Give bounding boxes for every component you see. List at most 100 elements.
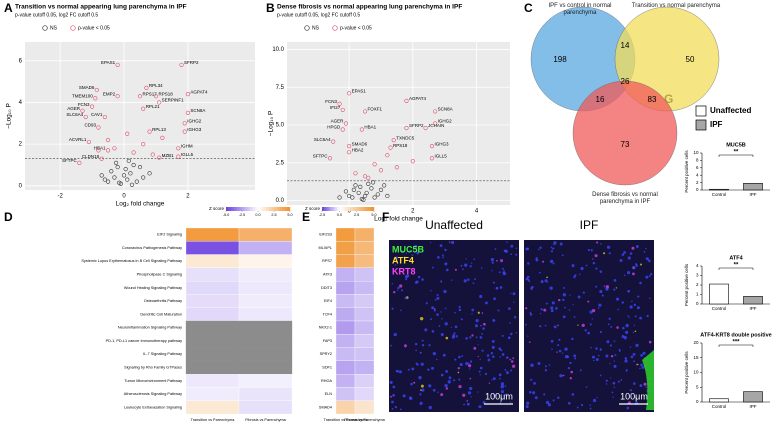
venn-set-label: Transition vs normal parenchyma bbox=[631, 3, 721, 9]
data-point bbox=[125, 131, 130, 136]
cell-nucleus bbox=[434, 299, 437, 301]
cell-nucleus bbox=[440, 373, 444, 377]
heatmap-cell bbox=[335, 227, 356, 242]
cell-nucleus bbox=[610, 325, 613, 328]
cell-nucleus bbox=[479, 366, 483, 370]
heatmap-cell bbox=[354, 347, 375, 362]
cell-nucleus bbox=[437, 256, 440, 259]
cell-nucleus bbox=[558, 349, 562, 353]
cell-nucleus bbox=[569, 361, 572, 365]
cell-nucleus bbox=[486, 354, 490, 357]
heatmap-cell bbox=[335, 241, 356, 255]
cell-nucleus bbox=[405, 278, 408, 281]
cell-nucleus bbox=[419, 351, 422, 354]
cell-nucleus bbox=[632, 267, 635, 269]
cell-nucleus bbox=[466, 400, 469, 402]
cell-nucleus bbox=[508, 307, 511, 311]
heatmap-cell bbox=[354, 254, 375, 269]
cell-nucleus bbox=[640, 363, 643, 367]
gene-label: RPS17 bbox=[143, 91, 158, 96]
cell-nucleus bbox=[640, 354, 644, 357]
data-point bbox=[141, 175, 146, 180]
data-point bbox=[80, 108, 85, 113]
cell-nucleus bbox=[627, 256, 631, 260]
cell-nucleus bbox=[613, 360, 615, 362]
y-tick-label: 8 bbox=[696, 158, 699, 163]
data-point bbox=[364, 190, 369, 196]
row-label: Coronavirus Pathogenesis Pathway bbox=[122, 246, 182, 250]
cell-nucleus bbox=[509, 401, 512, 404]
data-point bbox=[147, 129, 152, 134]
cell-nucleus bbox=[419, 401, 423, 406]
y-tick-label: 0 bbox=[696, 301, 699, 306]
cell-nucleus bbox=[550, 339, 554, 343]
cell-nucleus bbox=[470, 262, 473, 264]
gene-label: TMEM100 bbox=[72, 93, 93, 98]
colorbar-step bbox=[282, 207, 285, 211]
colorbar-step bbox=[274, 207, 277, 211]
row-label: Osteoarthritis Pathway bbox=[144, 299, 182, 303]
legend-swatch bbox=[695, 119, 707, 131]
gene-label: JCHAIN bbox=[428, 123, 444, 128]
cell-nucleus bbox=[596, 241, 599, 244]
cell-nucleus bbox=[515, 253, 518, 256]
cell-nucleus bbox=[624, 359, 628, 363]
heatmap-cell bbox=[238, 347, 293, 362]
heatmap-cell bbox=[335, 280, 356, 295]
cell-nucleus bbox=[410, 382, 413, 386]
cell-nucleus bbox=[525, 307, 528, 310]
heatmap-cell bbox=[354, 373, 375, 388]
cell-nucleus bbox=[420, 384, 424, 388]
colorbar-step bbox=[330, 207, 334, 211]
cell-nucleus bbox=[637, 364, 639, 366]
legend-label: p-value < 0.05 bbox=[78, 25, 110, 31]
colorbar-step bbox=[260, 207, 264, 211]
bar bbox=[709, 188, 729, 191]
legend-label: IPF bbox=[710, 120, 723, 129]
cell-nucleus bbox=[553, 325, 557, 329]
y-tick-label: 1 bbox=[696, 292, 699, 297]
data-point bbox=[83, 114, 88, 120]
cell-nucleus bbox=[471, 334, 474, 337]
x-axis-label: Log₂ fold change bbox=[374, 216, 423, 223]
cell-nucleus bbox=[427, 368, 430, 371]
heatmap-cell bbox=[335, 334, 356, 348]
data-point bbox=[429, 156, 435, 161]
heatmap-cell bbox=[354, 241, 375, 255]
y-tick-label: 0.0 bbox=[276, 198, 285, 204]
heatmap-cell bbox=[185, 400, 240, 415]
cell-nucleus bbox=[512, 357, 515, 360]
colorbar-step bbox=[279, 207, 283, 211]
panel-letter: C bbox=[524, 1, 533, 15]
cell-nucleus bbox=[572, 304, 574, 306]
cell-nucleus bbox=[473, 346, 477, 350]
cell-nucleus bbox=[444, 383, 448, 388]
significance-label: *** bbox=[732, 340, 740, 346]
cell-nucleus bbox=[477, 391, 479, 393]
cell-nucleus bbox=[467, 278, 470, 282]
cell-nucleus bbox=[472, 282, 475, 284]
heatmap-cell bbox=[238, 241, 293, 255]
cell-nucleus bbox=[634, 330, 637, 332]
cell-nucleus bbox=[391, 408, 394, 410]
cell-nucleus bbox=[515, 247, 518, 250]
cell-nucleus bbox=[394, 406, 398, 409]
cell-nucleus bbox=[421, 278, 424, 281]
cell-nucleus bbox=[580, 404, 584, 407]
cell-nucleus bbox=[526, 401, 530, 405]
gene-label: HBA1 bbox=[364, 125, 376, 130]
cell-nucleus bbox=[394, 264, 397, 266]
row-label: Signaling by Rho Family GTPases bbox=[124, 366, 182, 370]
cell-nucleus bbox=[599, 330, 603, 334]
cell-nucleus bbox=[440, 393, 444, 397]
cell-nucleus bbox=[481, 349, 484, 352]
cell-nucleus bbox=[451, 240, 455, 245]
cell-nucleus bbox=[632, 331, 634, 333]
data-point bbox=[394, 165, 400, 170]
cell-nucleus bbox=[618, 348, 621, 351]
cell-nucleus bbox=[559, 374, 563, 378]
cell-nucleus bbox=[643, 251, 646, 253]
column-label: Fibrosis vs Parenchyma bbox=[344, 418, 385, 422]
y-tick-label: 0 bbox=[19, 183, 23, 189]
venn-count: 83 bbox=[648, 95, 657, 104]
